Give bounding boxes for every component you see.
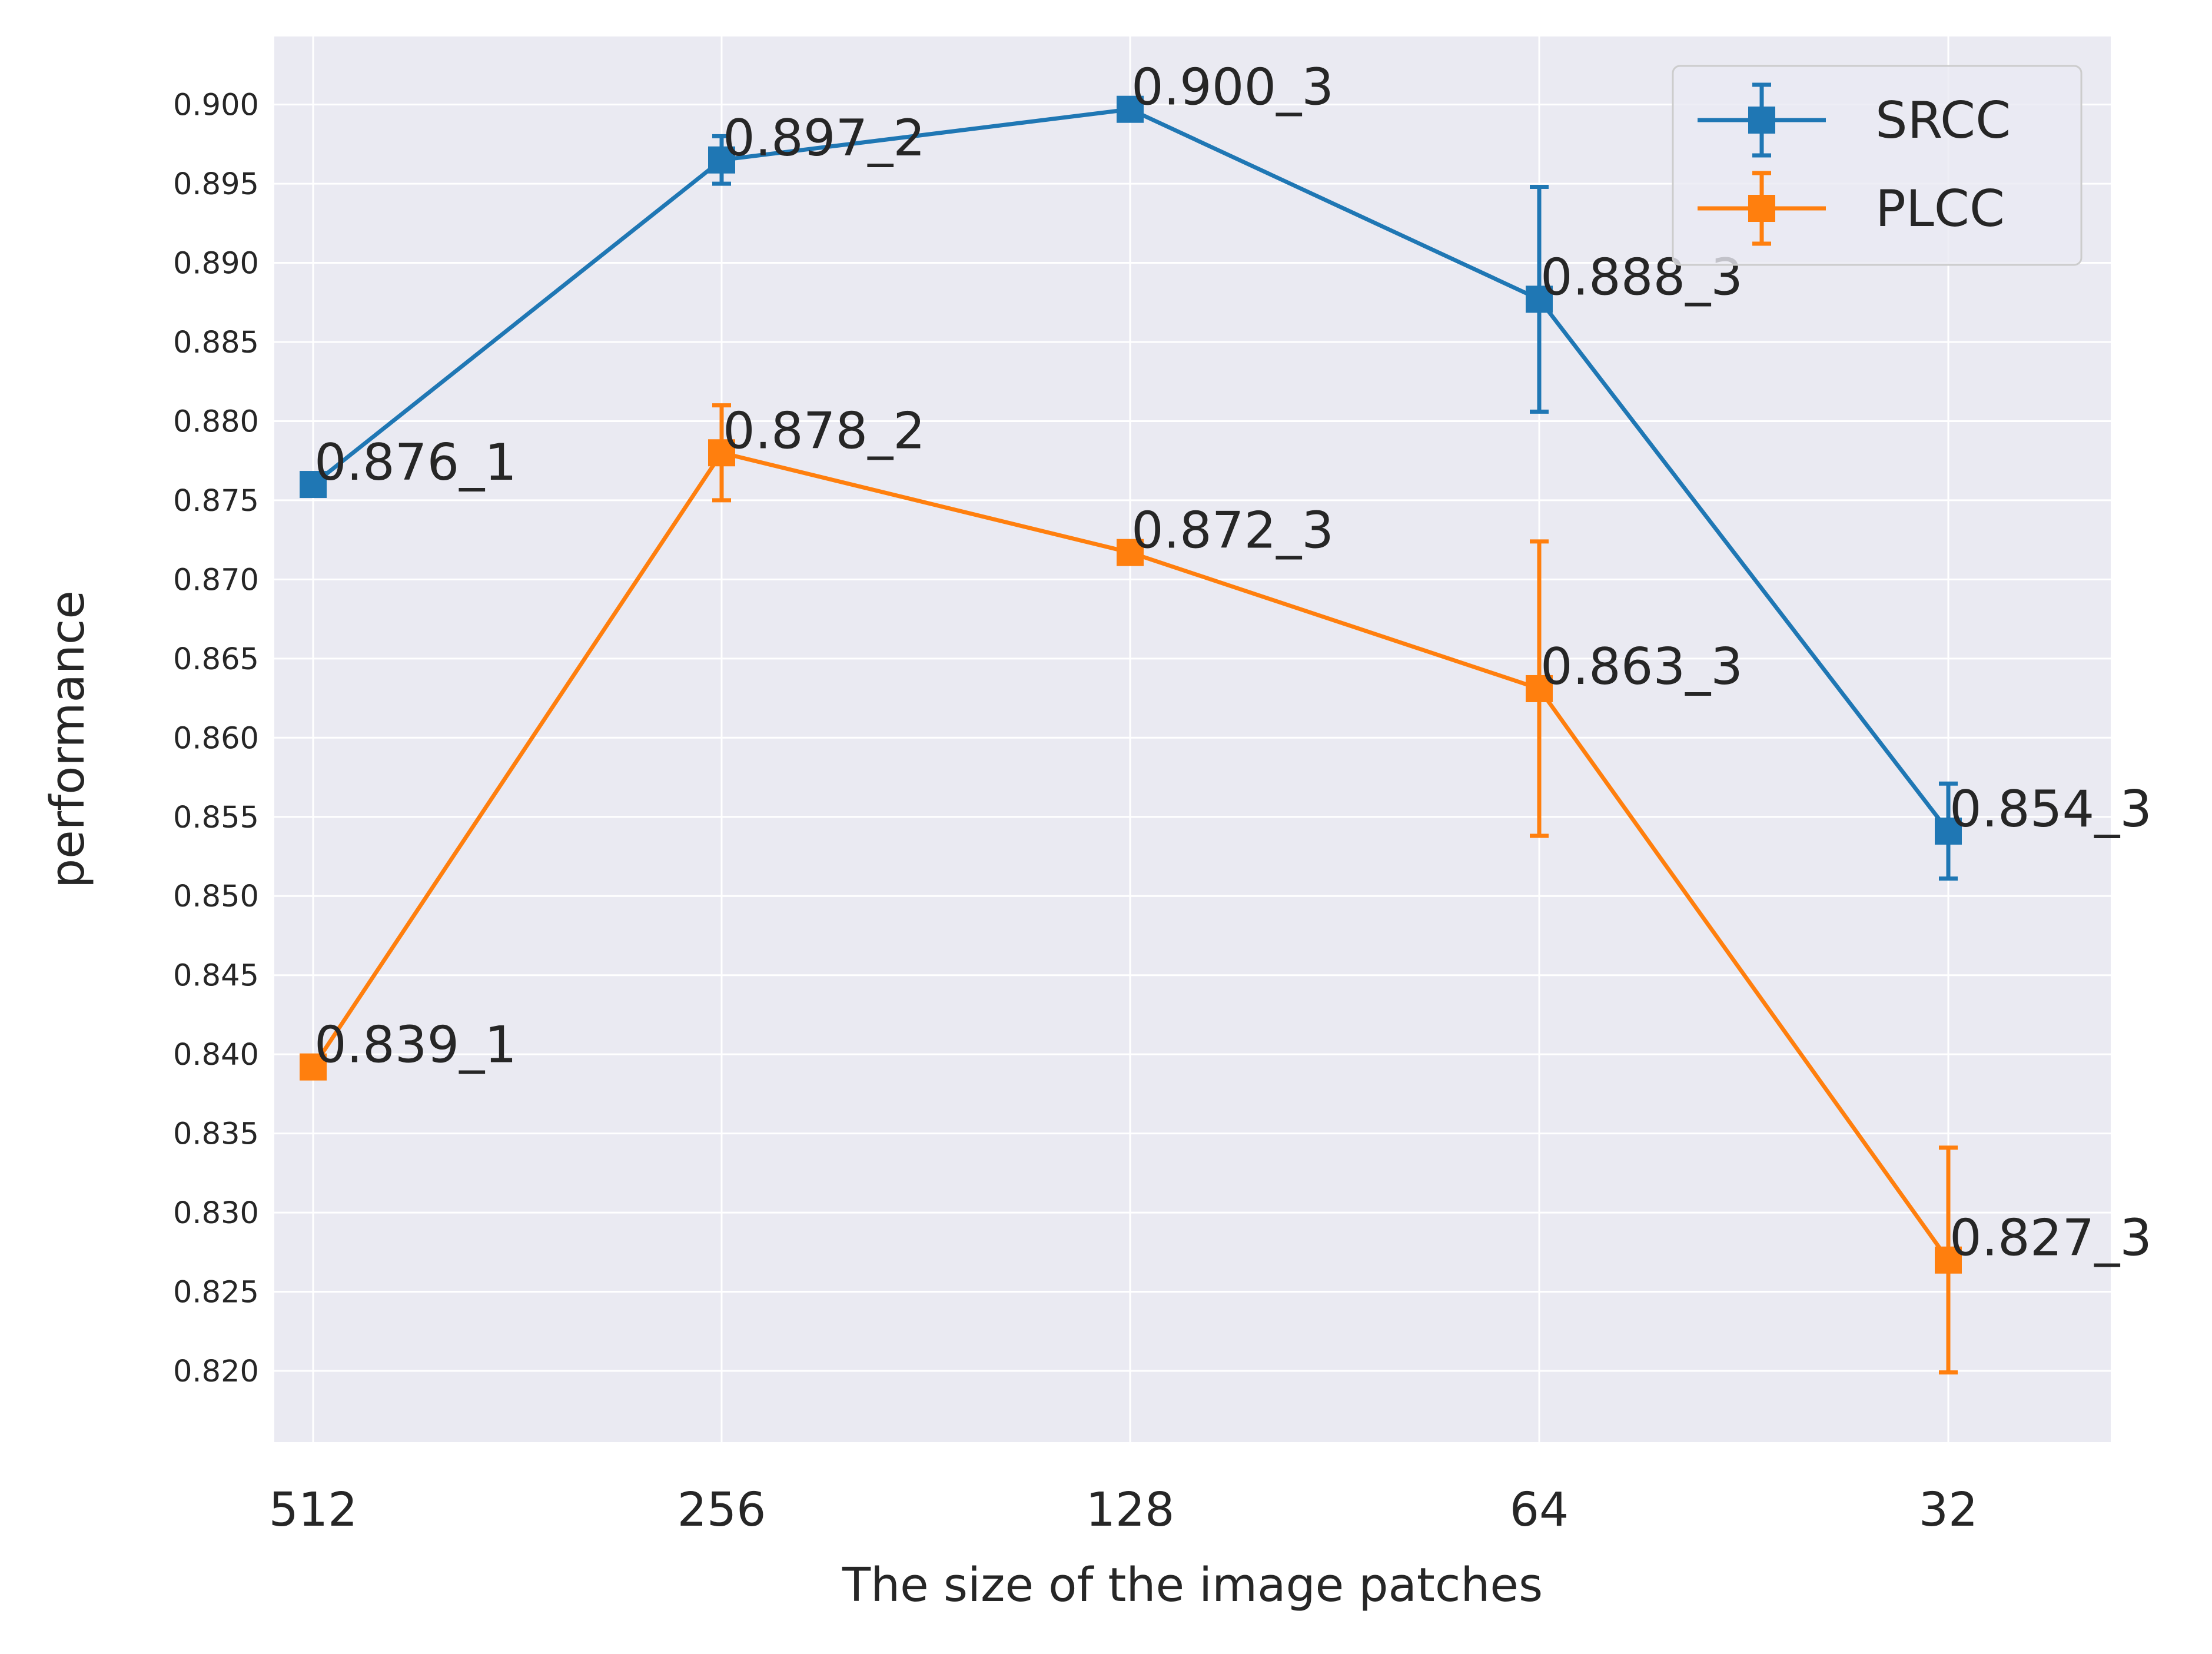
y-tick-label: 0.900 [173,88,259,123]
data-point [1935,1246,1962,1274]
x-tick-label: 32 [1919,1483,1978,1537]
data-label: 0.900_3 [1131,58,1334,117]
data-point [708,146,735,174]
y-tick-label: 0.850 [173,879,259,914]
tick-labels: 0.820 0.825 0.830 0.835 0.840 0.845 0.850 0.855… [173,88,1978,1537]
series-plcc [300,403,1962,1375]
data-point [300,1053,327,1081]
data-label: 0.863_3 [1540,637,1743,696]
y-tick-label: 0.880 [173,404,259,439]
legend-marker [1748,195,1775,222]
legend: SRCC PLCC [1672,65,2083,266]
y-tick-label: 0.860 [173,721,259,756]
x-axis-label: The size of the image patches [842,1558,1543,1612]
legend-marker [1748,107,1775,134]
data-label: 0.854_3 [1949,780,2152,839]
y-tick-label: 0.820 [173,1354,259,1389]
legend-item-plcc: PLCC [1698,171,2005,246]
legend-item-srcc: SRCC [1698,82,2011,158]
series-srcc [300,95,1962,881]
y-tick-label: 0.890 [173,247,259,281]
legend-label: PLCC [1875,180,2005,238]
data-point [708,439,735,467]
data-label: 0.827_3 [1949,1209,2152,1268]
y-tick-label: 0.855 [173,801,259,835]
data-point [1935,817,1962,845]
y-axis-label: performance [41,590,95,888]
data-labels: 0.876_10.897_20.900_30.888_30.854_30.839… [314,58,2152,1268]
y-tick-label: 0.875 [173,484,259,519]
data-point [1117,539,1144,566]
y-tick-label: 0.825 [173,1276,259,1310]
data-label: 0.839_1 [314,1016,517,1075]
x-tick-label: 256 [677,1483,766,1537]
y-tick-label: 0.830 [173,1196,259,1231]
y-tick-label: 0.895 [173,167,259,202]
data-point [1526,675,1553,702]
x-tick-label: 512 [269,1483,358,1537]
y-tick-label: 0.885 [173,326,259,360]
data-label: 0.872_3 [1131,501,1334,560]
y-tick-label: 0.840 [173,1038,259,1072]
legend-label: SRCC [1875,91,2011,150]
data-label: 0.878_2 [723,401,925,460]
data-label: 0.876_1 [314,433,517,492]
y-tick-label: 0.865 [173,642,259,677]
data-point [300,471,327,499]
data-point [1117,95,1144,123]
series-layer [300,95,1962,1375]
data-label: 0.897_2 [723,109,925,168]
y-tick-label: 0.870 [173,563,259,597]
x-tick-label: 64 [1510,1483,1569,1537]
grid-lines [274,36,2111,1442]
y-tick-label: 0.835 [173,1117,259,1152]
data-point [1526,285,1553,313]
x-tick-label: 128 [1086,1483,1175,1537]
y-tick-label: 0.845 [173,959,259,994]
